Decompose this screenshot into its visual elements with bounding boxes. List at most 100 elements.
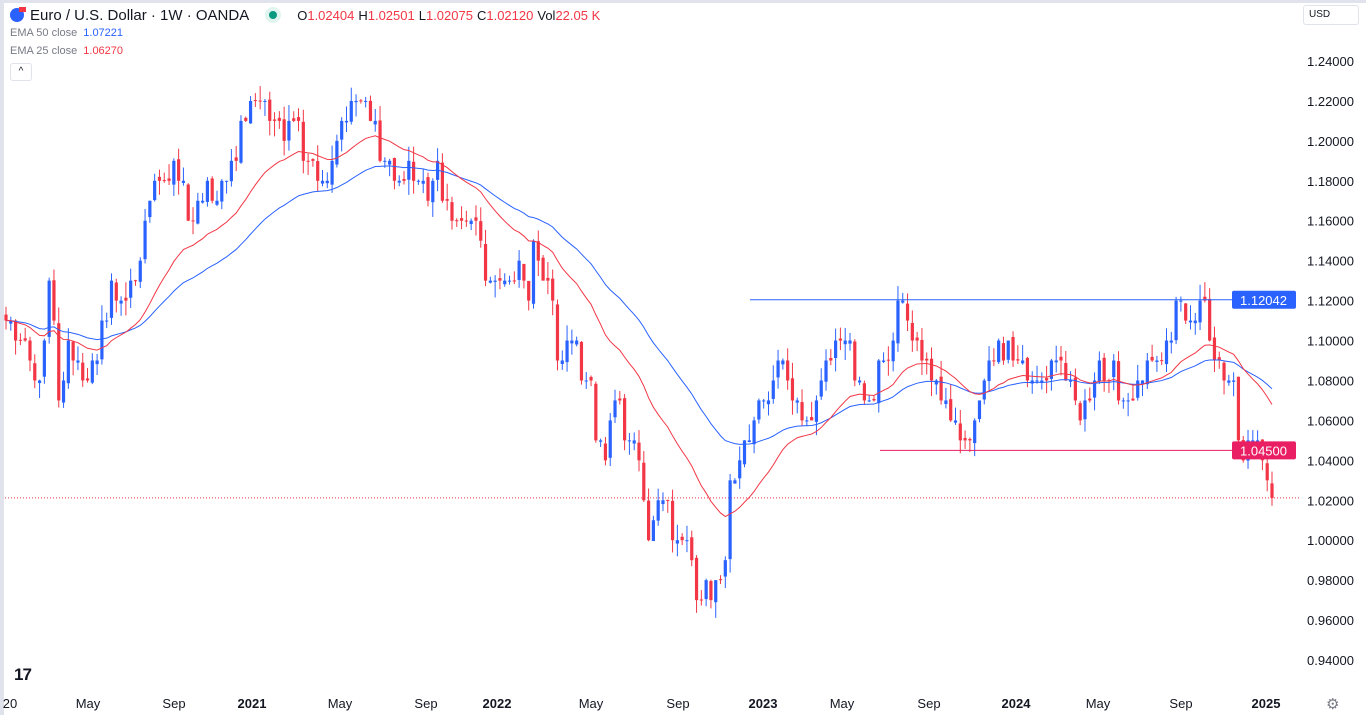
candle-body xyxy=(800,402,804,421)
ema25-legend[interactable]: EMA 25 close 1.06270 xyxy=(10,42,604,60)
candle-body xyxy=(527,280,531,301)
candle-body xyxy=(929,358,934,381)
candle-body xyxy=(1035,380,1039,382)
collapse-legend-button[interactable]: ^ xyxy=(10,63,32,81)
candle-body xyxy=(81,362,85,381)
candle-body xyxy=(215,200,219,205)
currency-selector[interactable]: USD xyxy=(1303,5,1359,25)
candle-body xyxy=(656,500,660,521)
candle-body xyxy=(1054,360,1058,363)
candle-body xyxy=(1001,343,1006,361)
candle-body xyxy=(143,220,147,260)
candle-body xyxy=(1059,356,1063,361)
x-tick-label: May xyxy=(1086,696,1111,711)
x-tick-label: Sep xyxy=(917,696,940,711)
ohlc-value: 22.05 K xyxy=(555,7,601,23)
candle-body xyxy=(258,100,262,102)
ema50-label: EMA 50 close xyxy=(10,27,78,39)
ohlc-values: O1.02404 H1.02501 L1.02075 C1.02120 Vol22.05… xyxy=(297,8,604,23)
symbol-title[interactable]: Euro / U.S. Dollar · 1W · OANDA xyxy=(30,6,250,24)
candle-body xyxy=(824,360,828,382)
candle-body xyxy=(1198,300,1202,323)
candle-body xyxy=(565,340,569,363)
candle-body xyxy=(1078,403,1082,421)
x-tick-label: 20 xyxy=(3,696,17,711)
candle-body xyxy=(344,120,349,123)
candle-body xyxy=(953,420,958,423)
candle-body xyxy=(997,340,1001,363)
candle-body xyxy=(862,383,866,401)
candle-body xyxy=(61,380,66,403)
candle-body xyxy=(191,220,195,222)
candle-body xyxy=(867,400,871,402)
candle-body xyxy=(440,162,444,201)
candle-body xyxy=(1097,360,1101,382)
candle-body xyxy=(421,180,425,184)
gear-icon[interactable]: ⚙ xyxy=(1326,696,1340,713)
candle-body xyxy=(426,177,430,201)
candle-body xyxy=(776,360,780,378)
candle-body xyxy=(272,119,277,121)
candle-body xyxy=(340,120,344,140)
candle-body xyxy=(397,180,401,183)
candle-body xyxy=(1064,363,1068,381)
candle-body xyxy=(469,220,473,225)
x-tick-label: May xyxy=(830,696,855,711)
candle-body xyxy=(306,160,310,162)
candle-body xyxy=(666,499,670,501)
candle-body xyxy=(268,99,272,121)
candle-body xyxy=(896,300,900,344)
price-label-bg xyxy=(1232,290,1296,309)
candle-body xyxy=(153,180,157,201)
candle-body xyxy=(877,360,881,404)
tradingview-logo[interactable]: 17 xyxy=(14,665,32,684)
candle-body xyxy=(416,180,421,182)
candle-body xyxy=(910,323,914,341)
candle-body xyxy=(507,280,512,282)
candle-body xyxy=(459,218,464,221)
candle-body xyxy=(599,440,603,442)
candle-body xyxy=(52,280,56,321)
candle-body xyxy=(613,400,617,418)
candle-body xyxy=(742,440,747,465)
candle-body xyxy=(766,400,771,405)
candle-body xyxy=(13,320,18,341)
candle-body xyxy=(253,100,257,102)
candle-body xyxy=(76,360,80,363)
candle-body xyxy=(373,120,377,125)
candle-body xyxy=(105,320,109,322)
candle-body xyxy=(493,280,497,282)
candle-body xyxy=(992,360,996,362)
candle-body xyxy=(368,100,373,121)
candle-body xyxy=(239,120,243,163)
candle-body xyxy=(805,420,809,422)
x-tick-label: Sep xyxy=(162,696,185,711)
candle-body xyxy=(819,380,823,397)
y-tick-label: 0.94000 xyxy=(1307,653,1354,668)
candle-body xyxy=(814,400,819,422)
candle-body xyxy=(1045,378,1049,381)
candle-body xyxy=(925,358,929,361)
candle-body xyxy=(670,500,675,541)
candle-body xyxy=(810,417,814,421)
candle-body xyxy=(1174,300,1178,341)
candle-body xyxy=(196,200,200,224)
candle-body xyxy=(1092,380,1097,398)
candle-body xyxy=(718,579,723,581)
candle-body xyxy=(177,159,181,181)
candle-body xyxy=(1088,398,1092,401)
candle-body xyxy=(244,117,248,121)
candle-body xyxy=(618,398,622,401)
candle-body xyxy=(728,480,732,560)
candle-body xyxy=(982,380,986,400)
candle-body xyxy=(594,383,598,441)
candle-body xyxy=(378,120,382,161)
ohlc-c: C1.02120 xyxy=(476,7,534,23)
price-label-bg xyxy=(1232,441,1296,460)
ema50-legend[interactable]: EMA 50 close 1.07221 xyxy=(10,24,604,42)
candle-body xyxy=(349,100,353,122)
candle-body xyxy=(488,280,492,283)
x-tick-label: Sep xyxy=(414,696,437,711)
candle-body xyxy=(786,360,790,381)
